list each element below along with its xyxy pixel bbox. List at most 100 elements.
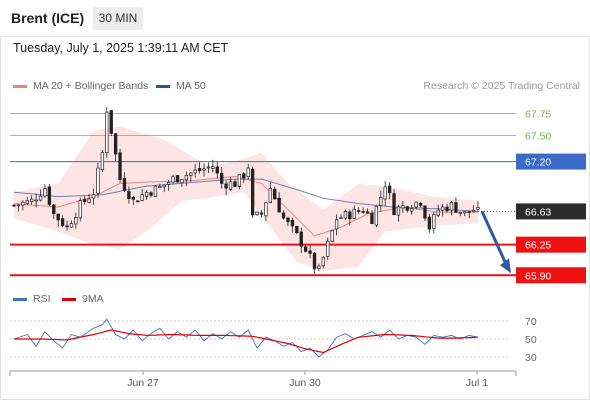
candle-body [47,186,52,205]
candle-body [440,206,445,211]
candle-body [56,213,60,221]
candle-body [16,204,21,207]
copyright-text: Research © 2025 Trading Central [423,80,580,92]
level-label-67-50: 67.50 [525,130,551,142]
candle-body [197,168,202,172]
candle-body [184,174,189,181]
candle-body [334,219,339,230]
candle-body [118,152,122,180]
candle-body [436,209,440,216]
legend-ma50: MA 50 [156,80,206,92]
candle-body [379,196,383,206]
candles [12,107,480,274]
candle-body [38,195,43,201]
candle-body [250,168,255,216]
candle-body [233,181,237,187]
candle-body [43,188,47,197]
candle-body [12,204,16,207]
rsi-line [13,318,479,358]
candle-body [401,205,405,209]
candle-body [383,186,387,200]
candle-body [237,173,242,187]
candle-body [330,230,334,242]
candle-body [166,182,171,185]
candle-body [109,110,113,134]
rsi-label: RSI [33,293,51,305]
candle-body [295,225,299,234]
candle-body [471,210,476,213]
candle-body [228,181,233,190]
candle-body [242,173,246,179]
candle-body [268,187,272,203]
candle-body [290,219,295,227]
candle-body [144,191,149,197]
candle-body [96,167,100,194]
candle-body [277,197,281,213]
candle-body [281,212,286,219]
candle-body [476,207,480,210]
rsi-panel: 70 50 30 [10,316,537,364]
candle-body [339,217,343,219]
candle-body [365,211,370,214]
forecast-arrow-head [500,258,511,274]
candle-body [370,212,374,225]
candle-body [427,216,432,230]
ma50-swatch [156,84,170,88]
candle-body [131,196,135,200]
candle-body [83,198,87,202]
candle-body [361,211,365,213]
candle-body [467,211,471,213]
x-tick-label: Jun 30 [289,377,321,389]
candle-body [255,211,259,216]
x-tick-label: Jun 27 [127,377,159,389]
candle-body [303,246,308,252]
candle-body [180,179,184,184]
candle-body [454,202,458,213]
candle-body [392,193,396,216]
candle-body [326,240,330,257]
candle-body [87,198,91,203]
legend-rsi-ma: 9MA [62,293,104,305]
candle-body [432,213,436,229]
candle-body [52,204,56,214]
candle-body [122,178,127,191]
candle-body [78,200,82,219]
candle-body [91,194,96,199]
candle-body [396,206,401,216]
candle-body [149,192,153,196]
forecast-arrow-shaft [480,210,509,267]
ma20-swatch [13,84,27,88]
candle-body [60,218,65,226]
rsi-tick-50: 50 [525,334,537,346]
candle-body [171,176,175,183]
level-label-65-90: 65.90 [525,270,551,282]
candle-body [445,206,449,212]
rsi-ma-line [14,329,479,354]
candle-body [69,223,74,228]
candle-body [140,194,144,201]
candle-body [405,206,409,211]
candle-body [410,208,414,212]
level-tag-66-25 [516,236,586,253]
candle-body [387,185,392,194]
legend-rsi: RSI [13,293,51,305]
level-label-67-75: 67.75 [525,108,551,120]
candle-body [259,212,264,215]
candle-body [357,210,361,212]
candle-body [25,200,29,205]
candle-body [423,205,427,219]
instrument-title: Brent (ICE) [11,10,85,26]
candle-body [158,186,162,189]
candle-body [136,200,140,203]
timeframe-button[interactable]: 30 MIN [93,7,143,30]
candle-body [286,217,290,223]
candle-body [30,198,34,202]
candle-body [193,169,197,174]
candle-body [206,166,211,169]
legend-ma20: MA 20 + Bollinger Bands [13,80,148,92]
candle-body [348,211,352,220]
level-tag-67-20 [516,153,586,170]
candle-body [352,208,356,219]
candle-body [317,265,321,269]
